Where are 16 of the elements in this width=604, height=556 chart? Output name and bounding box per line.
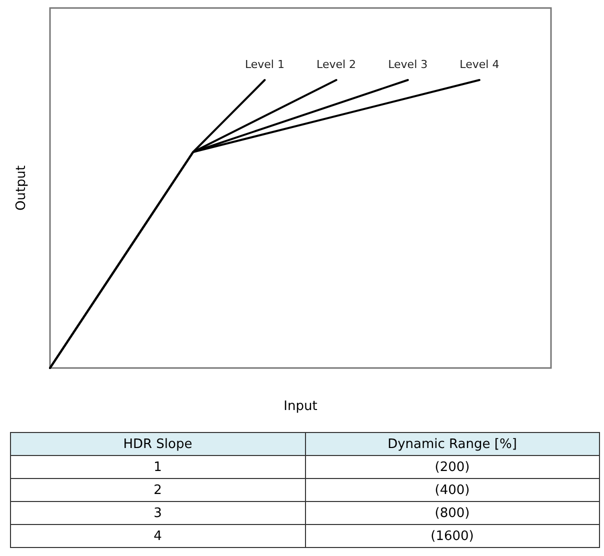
text: (1600)	[305, 524, 600, 548]
text: (200)	[305, 456, 600, 478]
text: 3	[10, 502, 305, 524]
series-label: Level 1	[244, 58, 284, 71]
text: 1	[10, 456, 305, 478]
series-label: Level 4	[460, 58, 500, 71]
text: (800)	[305, 502, 600, 524]
text: Dynamic Range [%]	[305, 432, 600, 456]
text: (400)	[305, 478, 600, 502]
series-label: Level 2	[316, 58, 356, 71]
text: 2	[10, 478, 305, 502]
x-axis-title: Input	[284, 399, 318, 414]
text: 4	[10, 524, 305, 548]
series-label: Level 3	[388, 58, 428, 71]
y-axis-title: Output	[14, 165, 29, 211]
text: HDR Slope	[10, 432, 305, 456]
